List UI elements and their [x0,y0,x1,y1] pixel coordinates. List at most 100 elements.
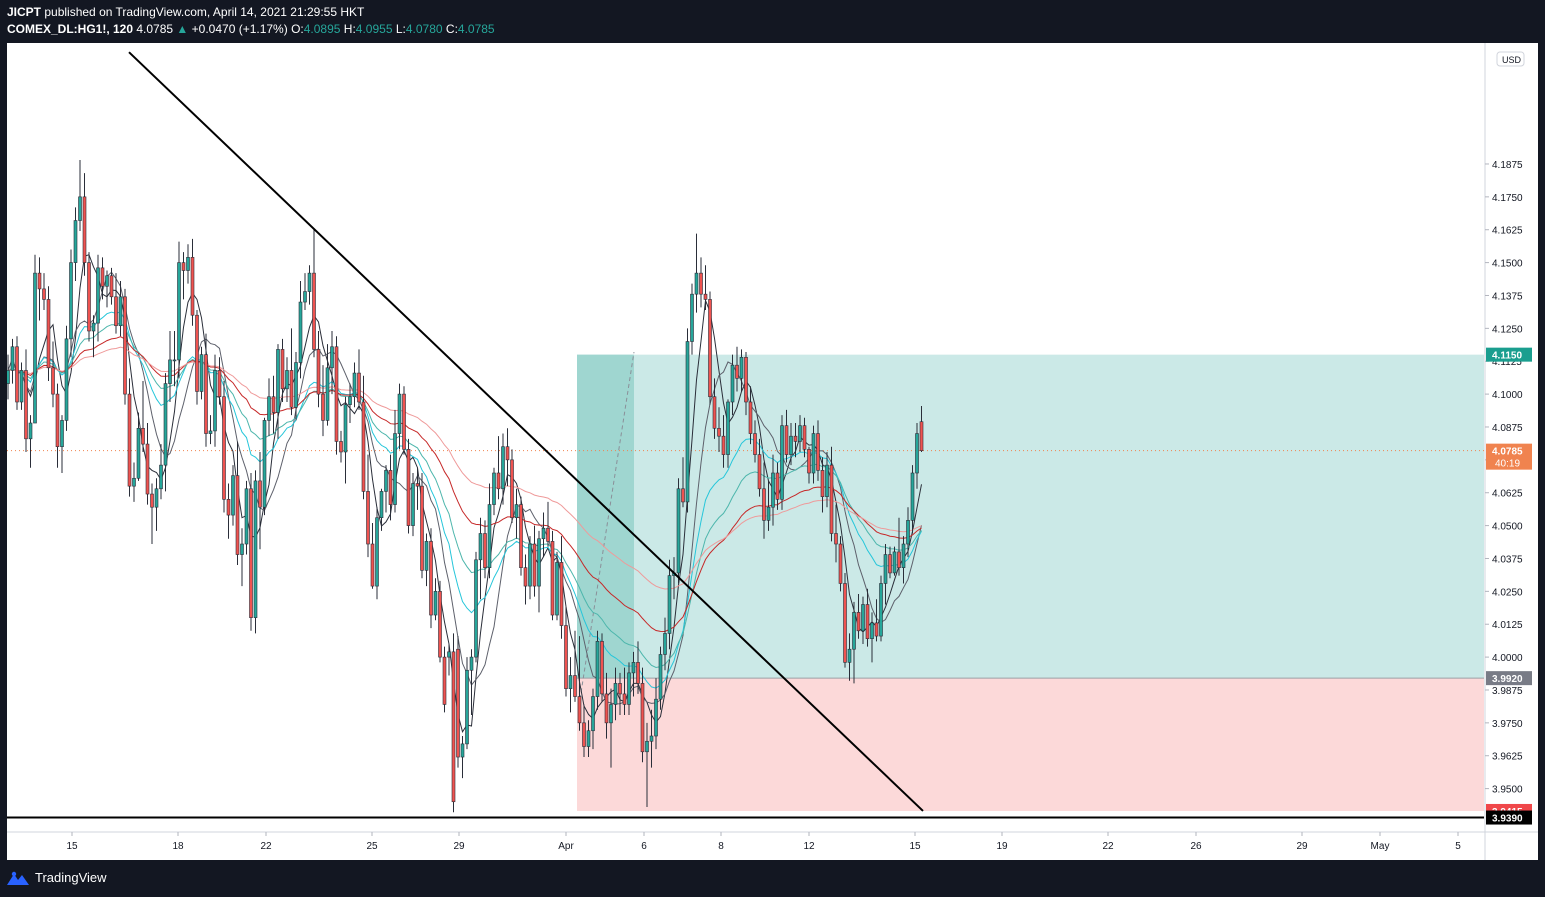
candle-body [222,396,226,500]
candle-body [109,275,114,298]
candle-body [762,488,766,521]
candle [271,375,276,434]
candle-body [595,641,600,697]
candle-body [294,362,298,408]
time-tick-label: 22 [1102,841,1114,852]
price-tick-label: 4.0500 [1492,522,1523,533]
publisher-name[interactable]: JICPT [7,5,42,19]
candle-body [397,393,402,434]
candle-body [195,314,199,392]
candle-body [739,356,744,379]
candle [307,265,312,305]
candle [298,281,303,379]
candle [681,457,685,508]
candle [658,646,663,710]
currency-badge: USD [1496,51,1525,67]
candle [676,478,681,584]
candle [330,330,334,395]
candle-body [640,683,645,753]
candle [739,349,744,392]
candle-body [429,541,433,616]
ma-30-line [7,322,922,669]
candle [447,643,451,676]
candle-body [303,291,307,303]
candle-body [510,459,514,519]
time-tick-label: 22 [260,841,272,852]
drawn-lines[interactable] [7,51,1484,819]
candle-body [870,622,874,639]
candle [523,554,528,605]
candle [496,436,501,500]
candle-body [447,651,451,658]
candle-body [568,675,573,689]
candle [631,651,636,697]
time-axis[interactable]: 15 18 22 25 29 Apr 6 8 12 15 19 22 26 29 May 5 [7,831,1538,852]
candle-body [141,427,145,445]
candle [231,465,235,526]
candle [420,473,424,579]
candle-body [105,275,109,287]
time-tick-label: 18 [172,841,184,852]
candle [595,630,600,710]
price-tick-label: 4.0625 [1492,489,1523,500]
candle-body [802,425,807,450]
candle-body [208,430,213,434]
candle [312,228,316,358]
tradingview-brand[interactable]: TradingView [7,870,107,885]
candle [766,480,771,531]
candle-body [15,346,19,403]
last-price: 4.0785 [136,22,174,36]
candle [708,291,712,405]
candle-body [114,296,118,327]
candle [159,444,163,500]
candle [699,257,703,308]
candle [915,423,919,489]
candle-body [694,272,699,295]
candle [100,257,105,300]
candle [478,517,483,600]
candle-body [505,446,510,461]
candle-body [159,464,163,490]
candle [145,423,150,505]
candle [892,546,897,576]
candle-body [519,504,523,568]
candle-body [271,396,276,413]
candle [69,249,73,358]
candle-body [600,641,604,695]
candle [397,383,402,450]
ma-50-line [7,336,922,633]
candle [172,330,177,387]
candle-body [190,257,195,316]
candle-body [438,591,442,658]
candle-body [33,272,37,424]
candle [879,575,883,642]
candle-body [240,543,244,555]
candle [289,328,294,416]
candle-body [627,672,631,705]
price-tick-label: 4.0250 [1492,587,1523,598]
entry-price-tag-box [1486,671,1532,686]
candle [748,386,753,445]
candle-body [559,562,564,626]
horizontal-line-tag: 3.9390 [1486,810,1532,825]
candle-body [771,472,775,508]
time-tick-label: 29 [453,841,465,852]
candle-body [456,648,460,758]
candle-body [78,196,82,221]
candle [199,346,204,400]
candle [897,517,901,576]
candle-body [334,346,339,442]
candle [442,646,447,713]
candle [726,399,730,468]
candle-body [483,533,487,568]
candle-body [883,554,888,584]
price-tick-label: 4.1000 [1492,390,1523,401]
price-tick-label: 3.9750 [1492,719,1523,730]
time-tick-label: 6 [641,841,647,852]
candle-body [541,527,546,540]
candle-body [573,675,577,697]
candle-body [901,543,906,568]
candle-body [721,435,726,455]
